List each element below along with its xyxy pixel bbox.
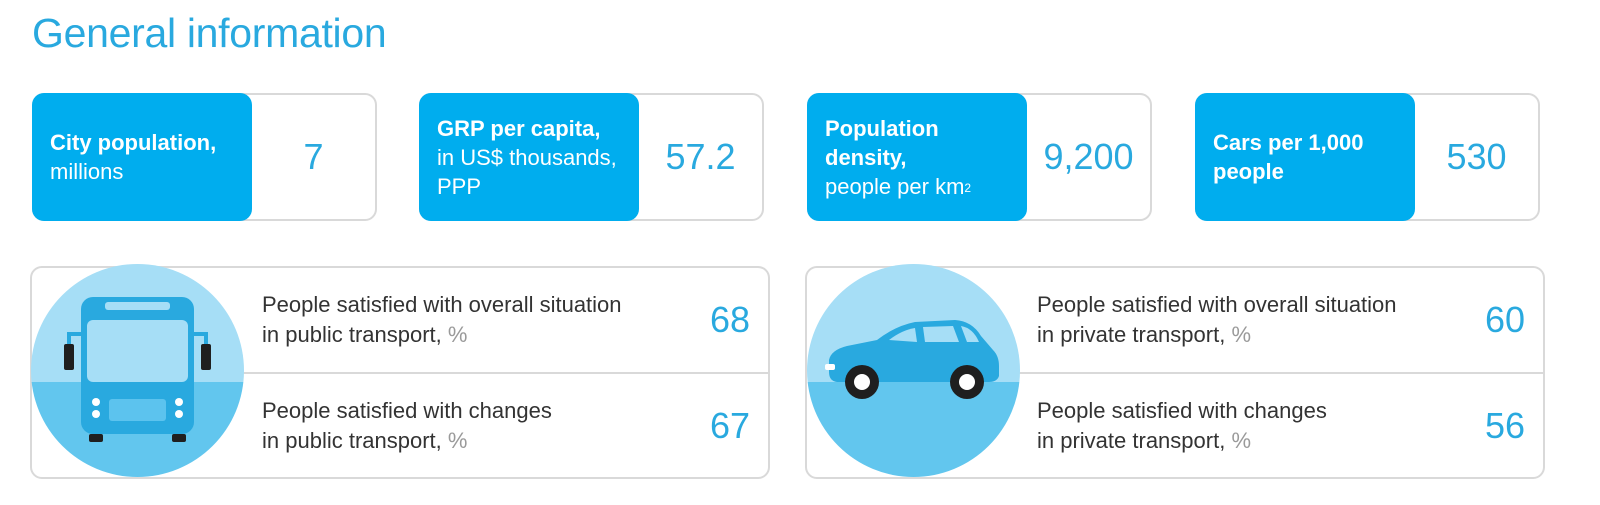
stat-label: GRP per capita, in US$ thousands, PPP — [419, 93, 639, 221]
row-unit: % — [1231, 322, 1251, 347]
row-line2: in private transport, — [1037, 428, 1226, 453]
row-value: 56 — [1484, 405, 1525, 446]
car-icon — [825, 320, 999, 399]
stat-label-rest: in US$ thousands, PPP — [437, 144, 617, 199]
stat-label: City population, millions — [32, 93, 252, 221]
stat-card-city-population: City population, millions 7 — [32, 93, 377, 221]
row-value: 60 — [1484, 299, 1525, 340]
public-changes-row: People satisfied with changes in public … — [262, 374, 750, 478]
row-unit: % — [1231, 428, 1251, 453]
bus-badge — [31, 264, 244, 477]
stat-card-population-density: Population density, people per km2 9,200 — [807, 93, 1152, 221]
row-line2: in private transport, — [1037, 322, 1226, 347]
stat-label-bold: Population density, — [825, 115, 939, 170]
public-overall-row: People satisfied with overall situation … — [262, 268, 750, 372]
stat-label: Cars per 1,000 people — [1195, 93, 1415, 221]
stat-label-sup: 2 — [964, 180, 972, 195]
stat-value: 9,200 — [1043, 136, 1134, 177]
row-line1: People satisfied with changes — [262, 398, 552, 423]
row-value: 68 — [709, 299, 750, 340]
stat-card-grp-per-capita: GRP per capita, in US$ thousands, PPP 57… — [419, 93, 764, 221]
stat-label-bold: Cars per 1,000 people — [1213, 130, 1364, 184]
stat-label: Population density, people per km2 — [807, 93, 1027, 221]
row-unit: % — [447, 322, 468, 347]
row-line1: People satisfied with overall situation — [1037, 292, 1397, 317]
stat-value: 530 — [1446, 136, 1507, 177]
row-line1: People satisfied with overall situation — [262, 292, 622, 317]
row-line2: in public transport, — [262, 428, 442, 453]
page-title: General information — [32, 10, 387, 56]
stat-label-rest: millions — [50, 159, 124, 184]
car-badge — [807, 264, 1020, 477]
row-value: 67 — [709, 405, 750, 446]
row-text: People satisfied with changes in public … — [262, 396, 552, 456]
row-unit: % — [447, 428, 468, 453]
bus-icon — [64, 297, 211, 442]
private-overall-row: People satisfied with overall situation … — [1037, 268, 1525, 372]
private-changes-row: People satisfied with changes in private… — [1037, 374, 1525, 478]
divider — [232, 372, 768, 374]
stat-label-rest: people per km — [825, 173, 965, 199]
row-line2: in public transport, — [262, 322, 442, 347]
row-text: People satisfied with overall situation … — [262, 290, 622, 350]
stat-label-bold: City population, — [50, 130, 217, 155]
stat-card-cars-per-1000: Cars per 1,000 people 530 — [1195, 93, 1540, 221]
row-text: People satisfied with changes in private… — [1037, 396, 1327, 456]
divider — [1007, 372, 1543, 374]
row-line1: People satisfied with changes — [1037, 398, 1327, 423]
stat-label-bold: GRP per capita, — [437, 115, 601, 141]
row-text: People satisfied with overall situation … — [1037, 290, 1397, 350]
stat-value: 7 — [303, 136, 324, 177]
stat-value: 57.2 — [665, 136, 736, 177]
